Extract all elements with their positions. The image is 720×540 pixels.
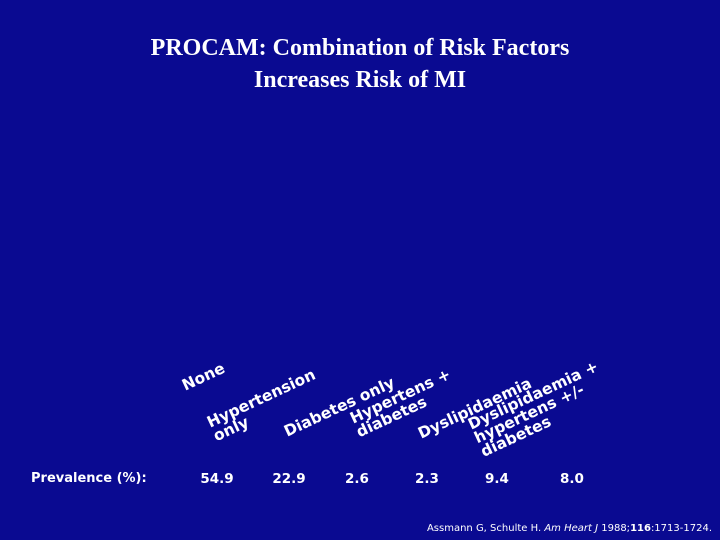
citation-year: 1988; bbox=[601, 523, 631, 534]
prevalence-value-4: 2.3 bbox=[415, 471, 439, 487]
title-line-2: Increases Risk of MI bbox=[253, 67, 467, 93]
citation-volume: 116 bbox=[630, 523, 651, 534]
category-label-2: Hypertension only bbox=[204, 365, 324, 445]
prevalence-label: Prevalence (%): bbox=[31, 471, 147, 486]
prevalence-value-6: 8.0 bbox=[560, 471, 584, 487]
citation-journal: Am Heart J bbox=[544, 523, 599, 534]
prevalence-value-5: 9.4 bbox=[485, 471, 509, 487]
citation-pages: :1713-1724. bbox=[650, 523, 712, 534]
category-label-1-line-1: None bbox=[178, 359, 228, 395]
slide-title: PROCAM: Combination of Risk Factors Incr… bbox=[60, 32, 660, 96]
title-line-1: PROCAM: Combination of Risk Factors bbox=[150, 35, 570, 61]
citation: Assmann G, Schulte H. Am Heart J 1988;11… bbox=[427, 523, 712, 534]
prevalence-value-3: 2.6 bbox=[345, 471, 369, 487]
category-label-1: None bbox=[178, 359, 228, 395]
prevalence-value-1: 54.9 bbox=[200, 471, 234, 487]
prevalence-value-2: 22.9 bbox=[272, 471, 306, 487]
category-label-6: Dyslipidaemia + hypertens +/- diabetes bbox=[465, 358, 613, 461]
citation-authors: Assmann G, Schulte H. bbox=[426, 523, 542, 534]
